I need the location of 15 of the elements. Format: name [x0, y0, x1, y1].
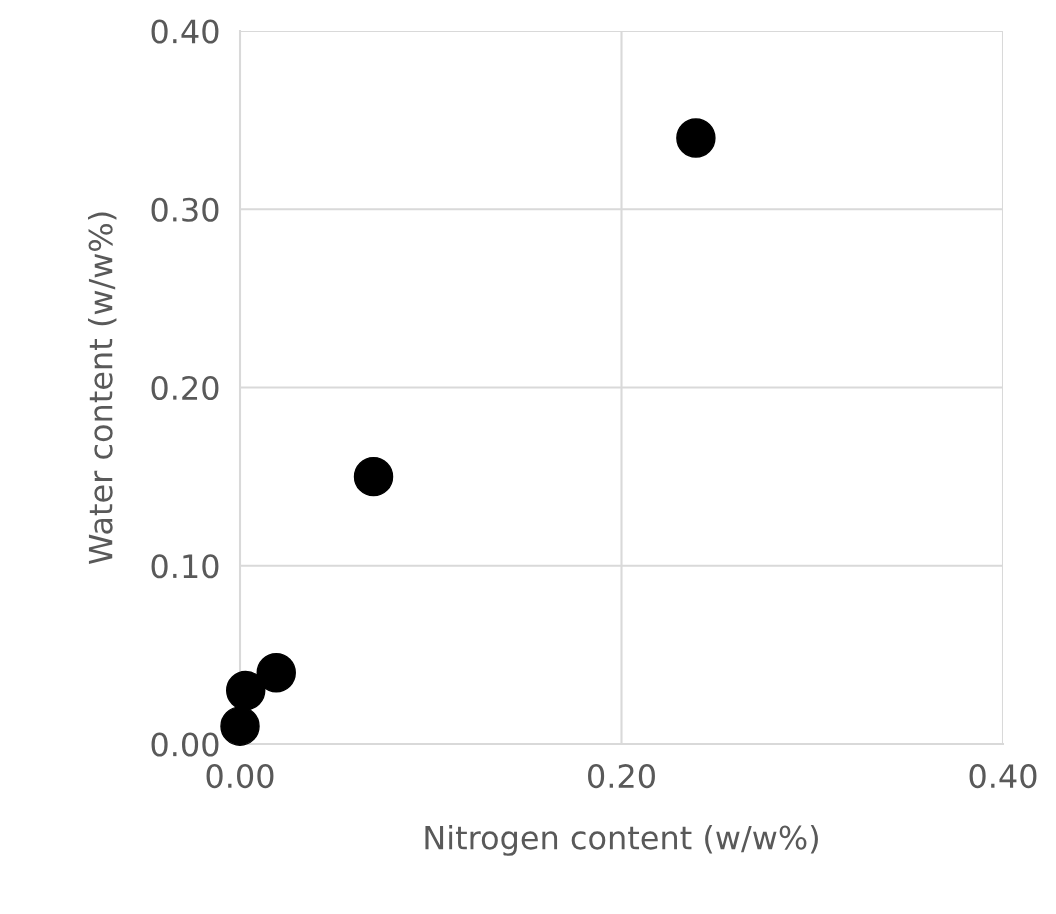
y-tick-label: 0.30 — [151, 197, 219, 222]
y-tick-label: 0.20 — [151, 375, 219, 401]
x-tick-label: 0.20 — [588, 764, 655, 789]
point — [353, 456, 394, 497]
point — [226, 670, 266, 711]
x-tick-label: 0.40 — [969, 764, 1037, 789]
point — [220, 706, 260, 746]
y-tick-label: 0.10 — [151, 554, 219, 579]
x-tick-label: 0.00 — [206, 764, 274, 789]
y-tick-label: 0.00 — [151, 732, 219, 757]
point — [256, 652, 296, 693]
y-tick-label: 0.40 — [151, 19, 219, 44]
y-axis-title: Water content (w/w%) — [87, 212, 117, 565]
x-axis-title: Nitrogen content (w/w%) — [425, 824, 818, 856]
point — [676, 118, 716, 158]
